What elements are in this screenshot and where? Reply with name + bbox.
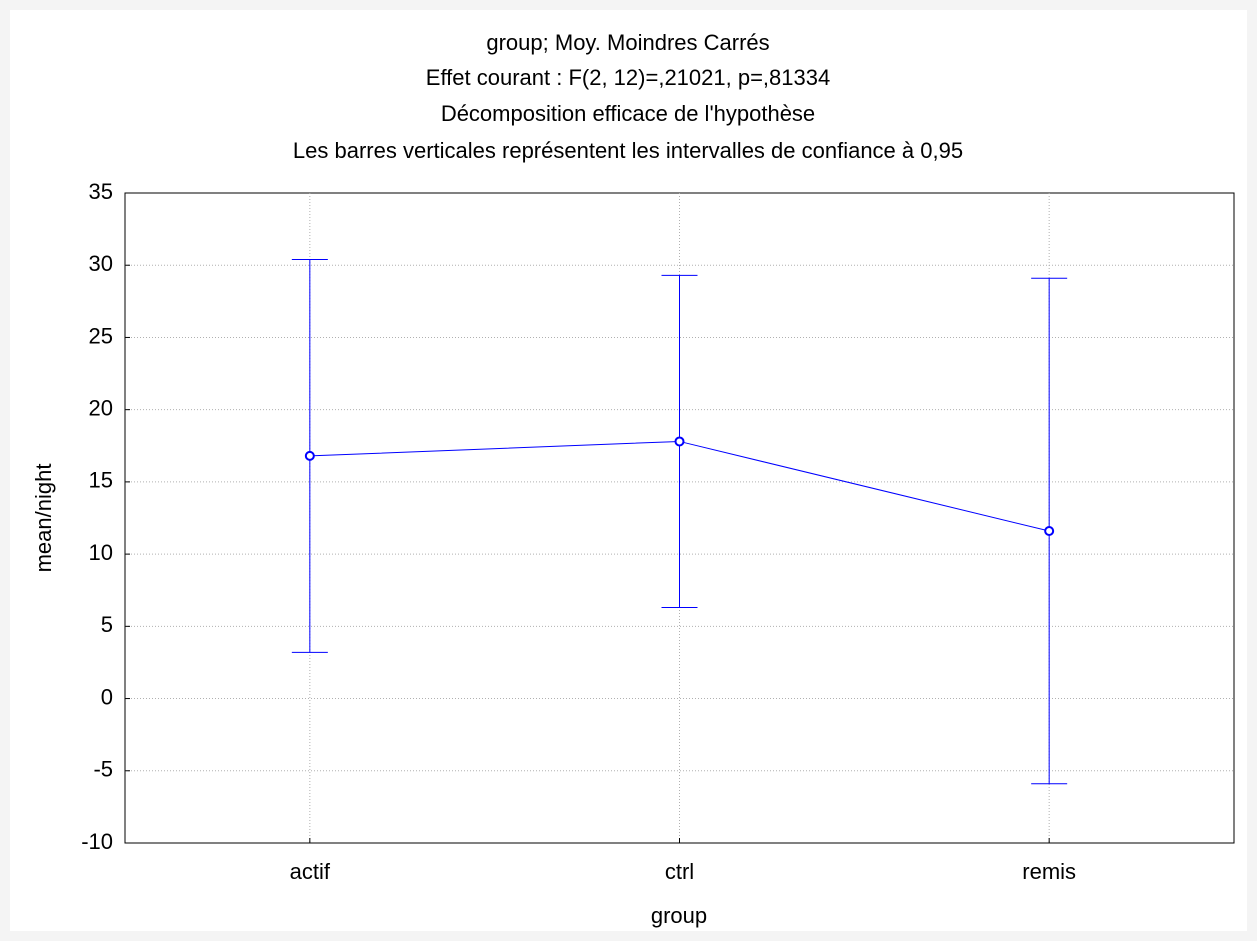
y-tick-label: 25 (89, 323, 113, 348)
y-tick-label: 10 (89, 540, 113, 565)
chart-subtitle: Décomposition efficace de l'hypothèse (441, 101, 815, 126)
y-tick-label: 20 (89, 395, 113, 420)
point (1044, 526, 1055, 536)
chart-title: group; Moy. Moindres Carrés (486, 30, 769, 55)
y-tick-label: 15 (89, 468, 113, 493)
x-tick-label: ctrl (665, 859, 694, 884)
y-tick-label: -5 (93, 757, 113, 782)
y-axis-label: mean/night (31, 464, 56, 573)
y-tick-label: -10 (81, 829, 113, 854)
point (304, 450, 315, 461)
chart-subtitle: Les barres verticales représentent les i… (293, 138, 963, 163)
y-tick-label: 0 (101, 684, 113, 709)
y-tick-label: 35 (89, 179, 113, 204)
x-tick-label: remis (1022, 859, 1076, 884)
point (674, 436, 685, 447)
chart-subtitle: Effet courant : F(2, 12)=,21021, p=,8133… (426, 65, 830, 90)
x-tick-label: actif (290, 859, 331, 884)
x-axis-label: group (651, 903, 707, 928)
y-tick-label: 30 (89, 251, 113, 276)
y-tick-label: 5 (101, 612, 113, 637)
